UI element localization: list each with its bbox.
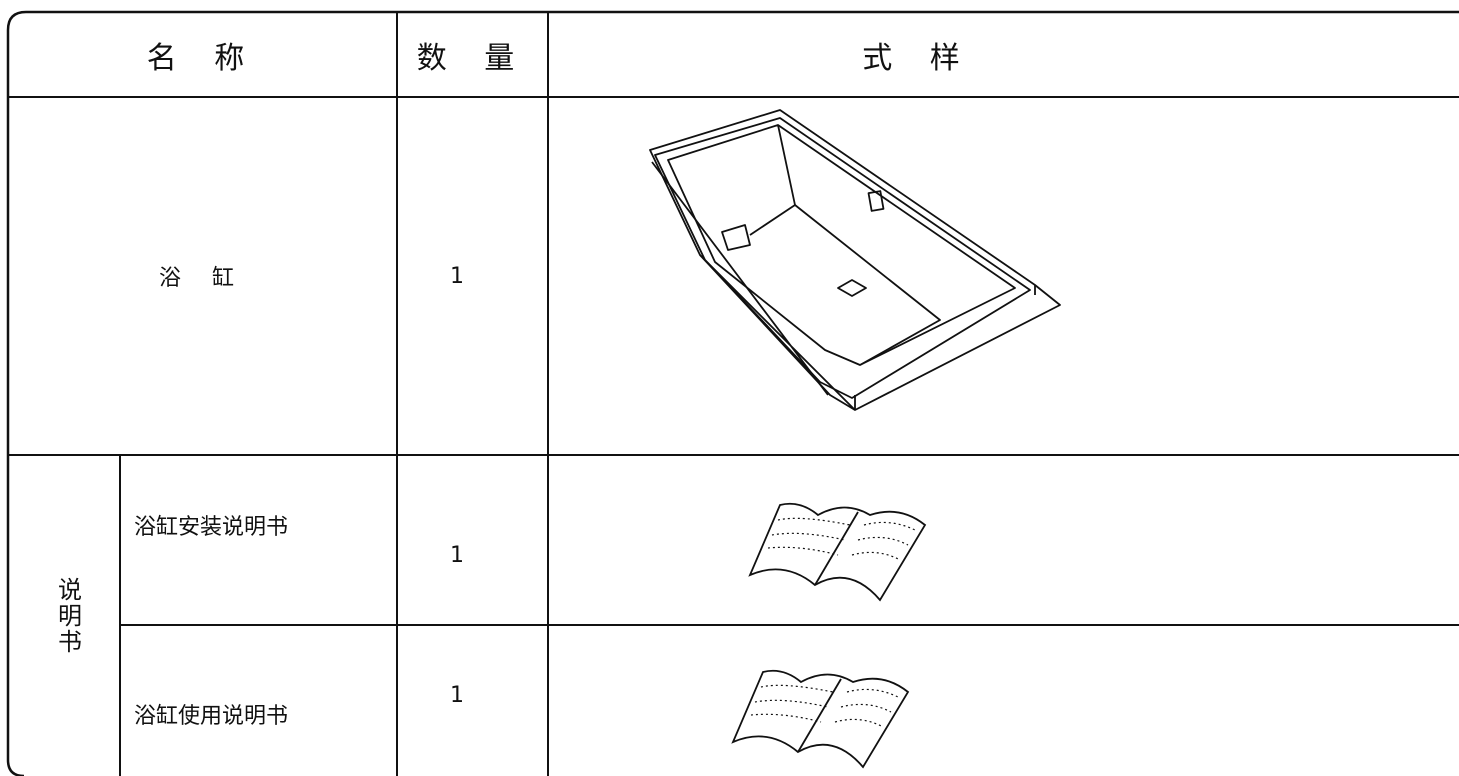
name-cell: 浴缸安装说明书 <box>134 515 289 540</box>
header-cell: 数 量 <box>416 40 529 76</box>
outer-border <box>6 10 1459 776</box>
name-cell: 浴 缸 <box>159 266 246 291</box>
header-cell: 式 样 <box>862 40 974 76</box>
group-label: 说明书 <box>53 576 82 655</box>
quantity-cell: 1 <box>450 263 464 289</box>
quantity-cell: 1 <box>450 682 464 708</box>
header-cell: 名 称 <box>146 40 259 76</box>
bathtub-icon <box>649 109 1061 411</box>
quantity-cell: 1 <box>450 542 464 568</box>
book-icon <box>748 502 927 602</box>
book-icon <box>731 669 910 769</box>
name-cell: 浴缸使用说明书 <box>134 703 289 729</box>
